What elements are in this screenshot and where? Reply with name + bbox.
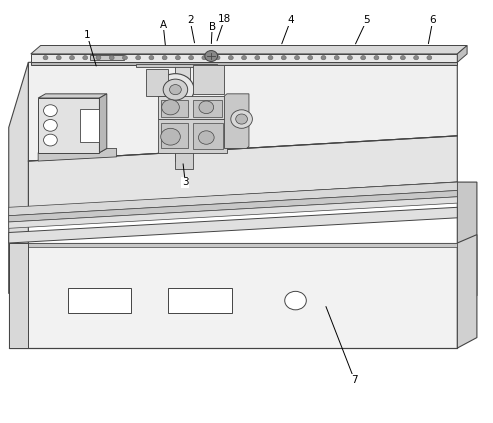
Circle shape [163, 79, 188, 100]
Polygon shape [146, 69, 168, 96]
Polygon shape [458, 235, 477, 348]
Circle shape [308, 55, 313, 60]
Circle shape [236, 114, 247, 124]
Polygon shape [38, 98, 100, 153]
Bar [68, 288, 131, 313]
Circle shape [321, 55, 326, 60]
Text: 7: 7 [351, 375, 357, 385]
Polygon shape [9, 197, 458, 228]
Circle shape [161, 128, 180, 145]
Polygon shape [9, 243, 29, 348]
Polygon shape [9, 243, 458, 348]
Polygon shape [136, 63, 217, 67]
Circle shape [334, 55, 339, 60]
Circle shape [294, 55, 299, 60]
Circle shape [96, 55, 101, 60]
Circle shape [255, 55, 260, 60]
Circle shape [228, 55, 233, 60]
Polygon shape [458, 182, 477, 306]
Circle shape [43, 134, 57, 146]
Circle shape [202, 55, 207, 60]
Polygon shape [100, 94, 107, 153]
Polygon shape [9, 190, 458, 222]
Circle shape [361, 55, 366, 60]
Circle shape [122, 55, 127, 60]
Polygon shape [9, 182, 458, 216]
Polygon shape [158, 119, 227, 153]
Circle shape [285, 291, 306, 310]
Text: 6: 6 [429, 15, 436, 25]
Circle shape [162, 100, 179, 115]
Circle shape [176, 55, 180, 60]
Circle shape [348, 55, 352, 60]
Circle shape [199, 131, 214, 144]
Circle shape [149, 55, 154, 60]
Text: 1: 1 [84, 30, 91, 40]
Circle shape [43, 119, 57, 131]
Bar [161, 100, 188, 117]
Text: 3: 3 [182, 177, 188, 187]
Text: 2: 2 [187, 15, 193, 25]
Circle shape [43, 105, 57, 116]
Circle shape [282, 55, 286, 60]
Circle shape [400, 55, 405, 60]
Polygon shape [38, 94, 107, 98]
Polygon shape [176, 64, 190, 161]
Circle shape [136, 55, 141, 60]
Polygon shape [9, 207, 458, 243]
Circle shape [70, 55, 74, 60]
Bar [193, 123, 223, 149]
Polygon shape [29, 136, 458, 207]
Polygon shape [38, 148, 116, 161]
Polygon shape [9, 62, 29, 294]
Text: A: A [160, 19, 167, 30]
Bar [161, 123, 188, 148]
Circle shape [242, 55, 246, 60]
Polygon shape [458, 46, 467, 62]
Polygon shape [193, 65, 224, 94]
Polygon shape [31, 62, 458, 65]
Circle shape [387, 55, 392, 60]
Circle shape [427, 55, 432, 60]
Circle shape [231, 110, 252, 128]
Bar [193, 100, 222, 117]
Bar [80, 109, 100, 142]
Circle shape [414, 55, 419, 60]
Circle shape [56, 55, 61, 60]
Polygon shape [31, 46, 467, 54]
Polygon shape [90, 55, 124, 60]
Text: 4: 4 [287, 15, 294, 25]
Text: 18: 18 [218, 14, 231, 24]
Bar [168, 288, 232, 313]
Circle shape [189, 55, 194, 60]
Circle shape [157, 74, 194, 106]
Circle shape [374, 55, 379, 60]
Text: 5: 5 [363, 15, 370, 25]
Circle shape [215, 55, 220, 60]
Circle shape [205, 51, 217, 61]
Polygon shape [29, 62, 458, 161]
Circle shape [83, 55, 88, 60]
Polygon shape [158, 96, 227, 119]
Circle shape [170, 85, 181, 95]
Circle shape [199, 101, 213, 114]
Polygon shape [31, 54, 458, 62]
Text: B: B [209, 22, 216, 32]
Polygon shape [176, 151, 193, 170]
Polygon shape [224, 94, 249, 148]
Circle shape [43, 55, 48, 60]
Polygon shape [9, 243, 458, 247]
Circle shape [162, 55, 167, 60]
Circle shape [109, 55, 114, 60]
Circle shape [268, 55, 273, 60]
